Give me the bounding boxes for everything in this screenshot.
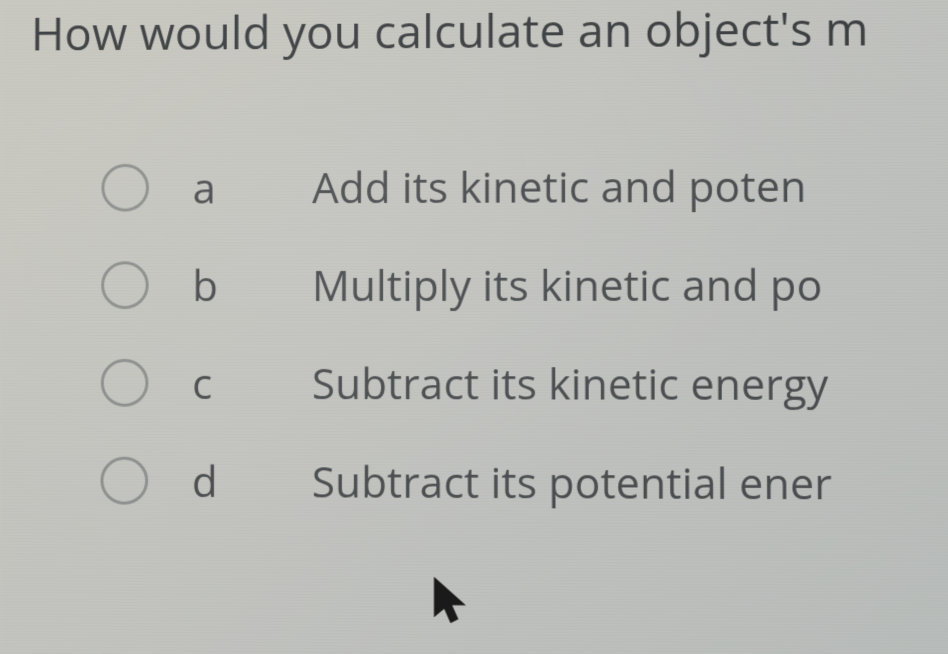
option-letter: d — [192, 452, 312, 510]
option-row-a[interactable]: a Add its kinetic and poten — [101, 153, 948, 220]
option-text: Multiply its kinetic and po — [312, 256, 823, 314]
options-list: a Add its kinetic and poten b Multiply i… — [100, 153, 948, 551]
radio-a[interactable] — [101, 164, 149, 212]
option-row-c[interactable]: c Subtract its kinetic energy — [101, 351, 948, 416]
option-letter: c — [192, 354, 312, 411]
option-letter: b — [192, 257, 312, 314]
option-text: Subtract its potential ener — [312, 453, 832, 512]
radio-d[interactable] — [100, 457, 148, 505]
question-text: How would you calculate an object's m — [31, 0, 948, 64]
quiz-page: How would you calculate an object's m a … — [1, 0, 948, 654]
radio-c[interactable] — [101, 359, 149, 407]
option-letter: a — [193, 159, 313, 216]
radio-b[interactable] — [101, 261, 149, 309]
mouse-cursor-icon — [433, 577, 472, 629]
option-row-d[interactable]: d Subtract its potential ener — [100, 449, 948, 516]
option-text: Add its kinetic and poten — [312, 157, 807, 216]
option-row-b[interactable]: b Multiply its kinetic and po — [101, 252, 948, 317]
option-text: Subtract its kinetic energy — [312, 355, 829, 413]
